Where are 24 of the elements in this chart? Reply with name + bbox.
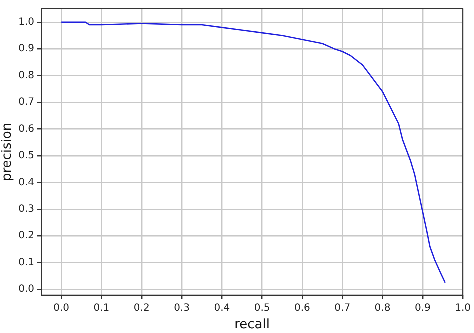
y-tick-label: 0.1 [18, 257, 35, 268]
x-tick-label: 0.5 [254, 302, 270, 314]
y-tick-label: 0.9 [18, 44, 35, 55]
y-tick-label: 0.4 [18, 177, 35, 188]
x-tick-label: 1.0 [455, 302, 471, 314]
x-tick-label: 0.9 [414, 302, 431, 314]
y-axis-title: precision [0, 122, 16, 182]
x-axis-title: recall [234, 318, 270, 333]
y-tick-label: 0.8 [18, 70, 35, 82]
x-tick-label: 0.7 [334, 302, 351, 314]
x-tick-label: 0.8 [374, 302, 391, 314]
y-tick-label: 0.6 [18, 124, 35, 135]
x-tick-label: 0.0 [54, 302, 70, 314]
y-tick-label: 0.5 [18, 150, 35, 162]
x-tick-label: 0.4 [214, 302, 230, 314]
x-tick-label: 0.2 [134, 302, 150, 314]
y-tick-label: 0.7 [18, 97, 35, 108]
y-tick-label: 1.0 [18, 16, 35, 28]
y-tick-label: 0.0 [18, 284, 35, 296]
y-tick-label: 0.3 [18, 204, 35, 215]
x-tick-label: 0.6 [294, 302, 310, 314]
x-tick-label: 0.3 [174, 302, 190, 314]
y-tick-label: 0.2 [18, 230, 35, 242]
x-tick-label: 0.1 [94, 302, 110, 314]
